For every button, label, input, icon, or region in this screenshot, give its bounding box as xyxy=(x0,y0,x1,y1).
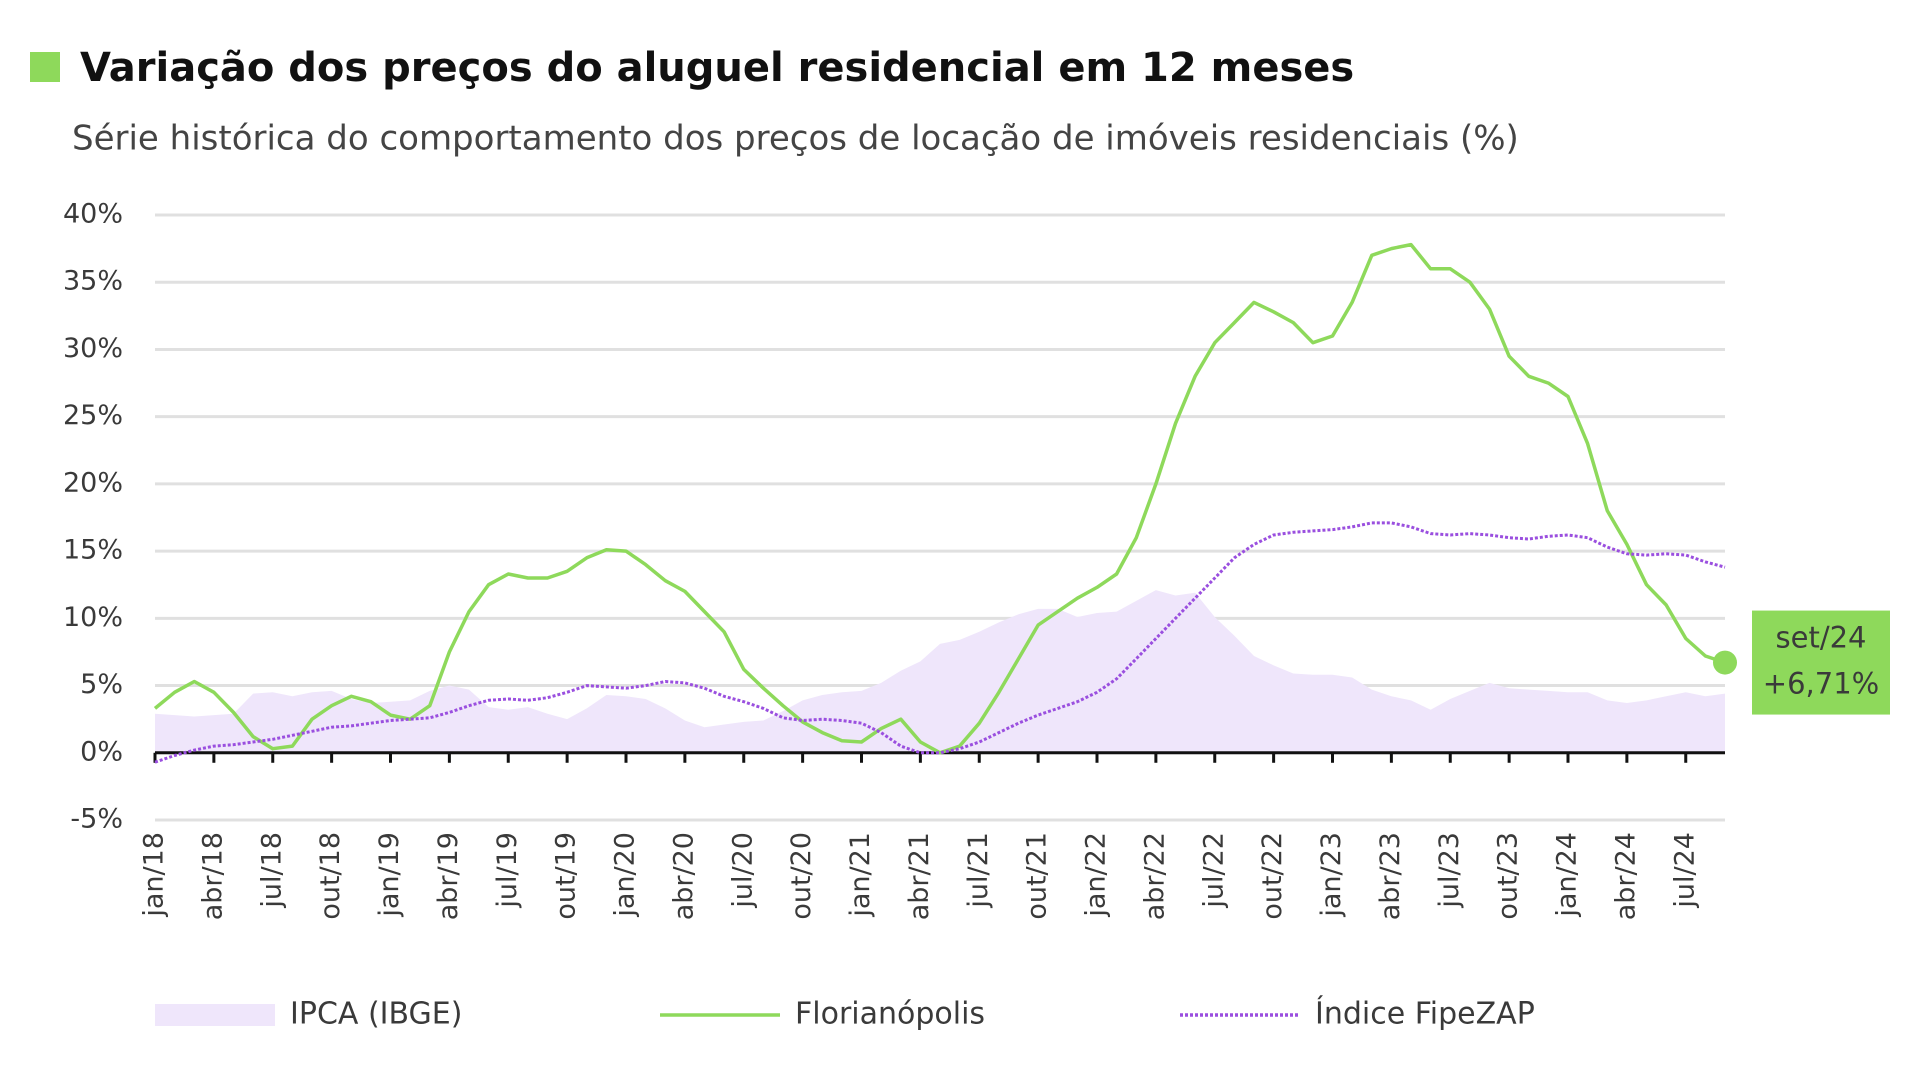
y-tick-label: 40% xyxy=(63,199,123,230)
x-tick-label: out/23 xyxy=(1493,832,1524,920)
x-tick-label: jul/18 xyxy=(256,832,287,909)
x-tick-label: jan/20 xyxy=(610,832,641,918)
y-tick-label: 5% xyxy=(80,669,123,700)
x-tick-label: jul/23 xyxy=(1434,832,1465,909)
x-tick-label: jul/19 xyxy=(492,832,523,909)
x-tick-label: abr/18 xyxy=(197,832,228,920)
y-tick-label: 20% xyxy=(63,467,123,498)
x-tick-label: jul/22 xyxy=(1198,832,1229,909)
x-tick-label: jan/19 xyxy=(374,832,405,918)
x-tick-label: jul/24 xyxy=(1669,832,1700,909)
line xyxy=(153,242,1726,755)
y-tick-label: 35% xyxy=(63,266,123,297)
x-tick-label: jul/20 xyxy=(727,832,758,909)
legend-label: Florianópolis xyxy=(795,997,985,1032)
x-tick-label: abr/24 xyxy=(1610,832,1641,920)
x-tick-label: jul/21 xyxy=(963,832,994,909)
legend-label: IPCA (IBGE) xyxy=(290,997,462,1032)
x-tick-label: abr/19 xyxy=(433,832,464,920)
legend-swatch xyxy=(155,1004,275,1026)
x-tick-label: out/21 xyxy=(1022,832,1053,920)
x-tick-label: out/19 xyxy=(551,832,582,920)
x-tick-label: jan/23 xyxy=(1316,832,1347,918)
x-tick-label: out/20 xyxy=(786,832,817,920)
x-tick-label: jan/22 xyxy=(1081,832,1112,918)
x-tick-label: abr/20 xyxy=(668,832,699,920)
value-label: +6,71% xyxy=(1763,667,1879,701)
x-tick-label: abr/23 xyxy=(1375,832,1406,920)
y-tick-label: 30% xyxy=(63,333,123,364)
y-tick-label: 15% xyxy=(63,535,123,566)
end-marker xyxy=(1713,650,1737,675)
y-tick-label: 10% xyxy=(63,602,123,633)
x-tick-label: jan/18 xyxy=(139,832,170,918)
x-tick-label: abr/21 xyxy=(904,832,935,920)
x-tick-label: out/22 xyxy=(1257,832,1288,920)
x-tick-label: jan/21 xyxy=(845,832,876,918)
y-tick-label: 25% xyxy=(63,400,123,431)
x-tick-label: jan/24 xyxy=(1552,832,1583,918)
y-tick-label: -5% xyxy=(70,804,123,835)
chart-title: Variação dos preços do aluguel residenci… xyxy=(80,45,1354,91)
x-tick-label: out/18 xyxy=(315,832,346,920)
annotation-box xyxy=(1752,610,1890,715)
y-tick-label: 0% xyxy=(80,736,123,767)
legend-label: Índice FipeZAP xyxy=(1315,996,1535,1032)
chart-subtitle: Série histórica do comportamento dos pre… xyxy=(72,119,1519,159)
x-tick-label: abr/22 xyxy=(1139,832,1170,920)
area xyxy=(155,590,1725,753)
line xyxy=(154,521,1726,764)
annotation-label: set/24 xyxy=(1776,621,1867,655)
title-icon xyxy=(30,52,60,82)
